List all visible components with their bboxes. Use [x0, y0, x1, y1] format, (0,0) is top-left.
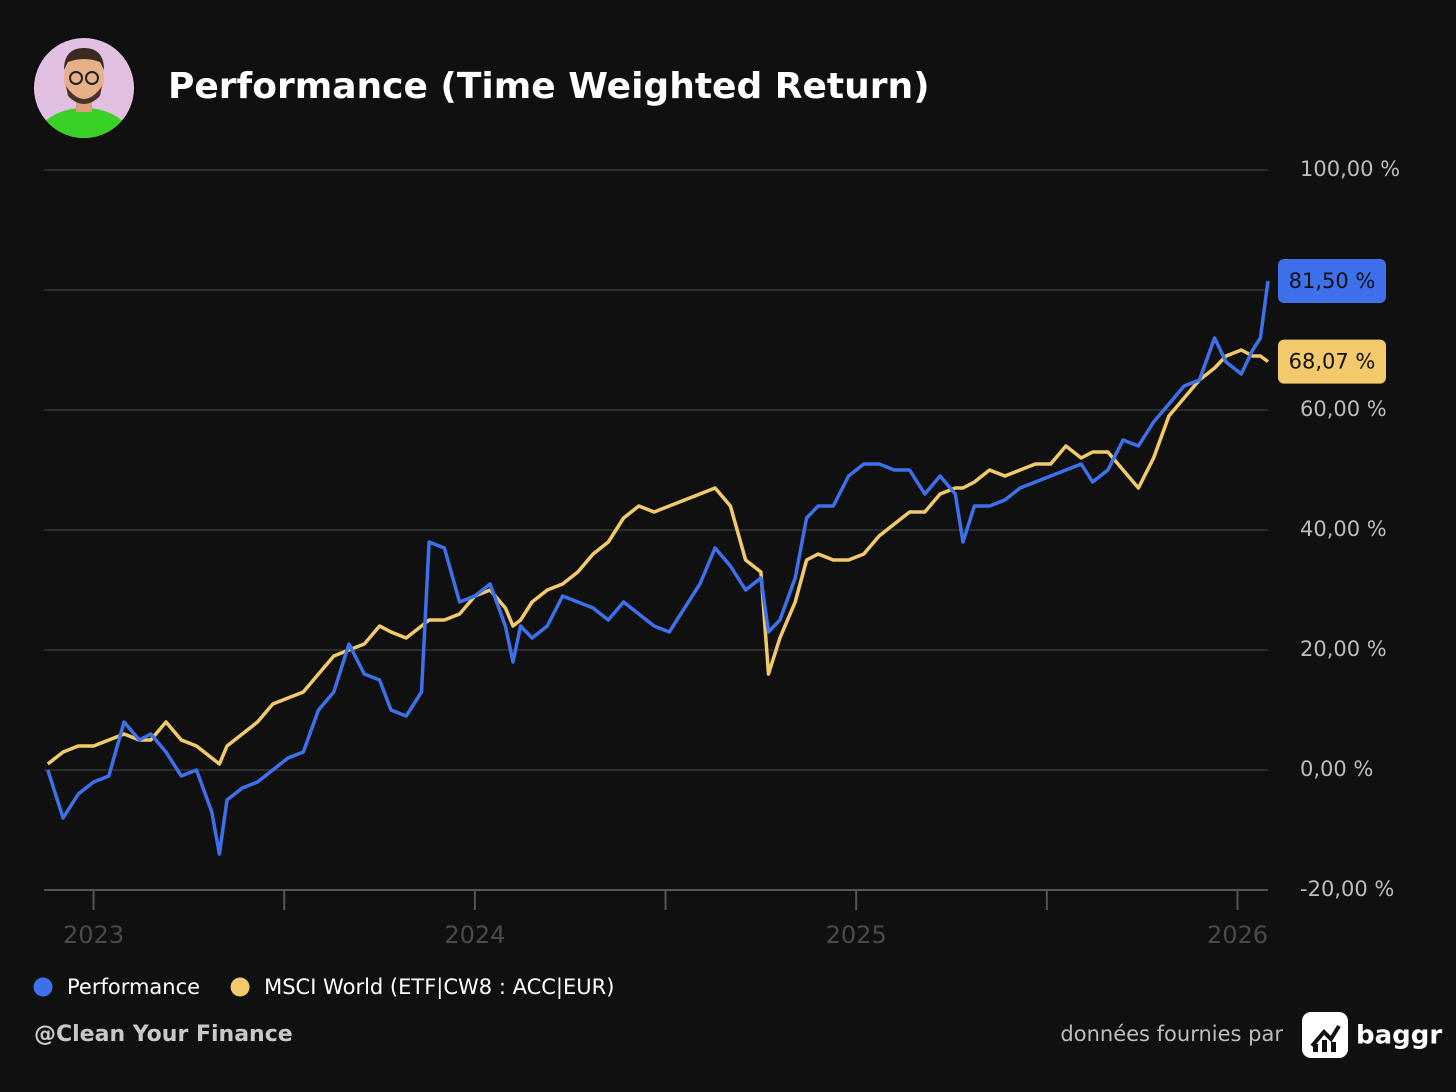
end-label: 68,07 %	[1289, 350, 1376, 374]
footer-handle: @Clean Your Finance	[34, 1022, 293, 1047]
legend-marker	[33, 977, 53, 997]
legend-marker	[230, 977, 250, 997]
brand-logo	[1302, 1012, 1348, 1058]
line-series	[46, 280, 1270, 856]
x-tick-label: 2023	[63, 921, 124, 949]
footer-credit: données fournies par	[1060, 1022, 1283, 1046]
y-tick-label: -20,00 %	[1300, 877, 1394, 901]
line-series	[46, 348, 1270, 766]
y-tick-label: 40,00 %	[1300, 517, 1387, 541]
chart-title: Performance (Time Weighted Return)	[168, 66, 930, 107]
x-tick-label: 2026	[1207, 921, 1268, 949]
legend-label: Performance	[67, 975, 200, 999]
end-badge	[1278, 259, 1386, 303]
end-label: 81,50 %	[1289, 269, 1376, 293]
x-tick-label: 2025	[826, 921, 887, 949]
y-tick-label: 20,00 %	[1300, 637, 1387, 661]
end-badge	[1278, 339, 1386, 384]
y-tick-label: 100,00 %	[1300, 157, 1400, 181]
y-tick-label: 0,00 %	[1300, 757, 1373, 781]
footer-brand: baggr	[1356, 1021, 1442, 1051]
x-tick-label: 2024	[444, 921, 505, 949]
avatar	[34, 38, 134, 138]
y-tick-label: 60,00 %	[1300, 397, 1387, 421]
legend-label: MSCI World (ETF|CW8 : ACC|EUR)	[264, 975, 614, 1000]
